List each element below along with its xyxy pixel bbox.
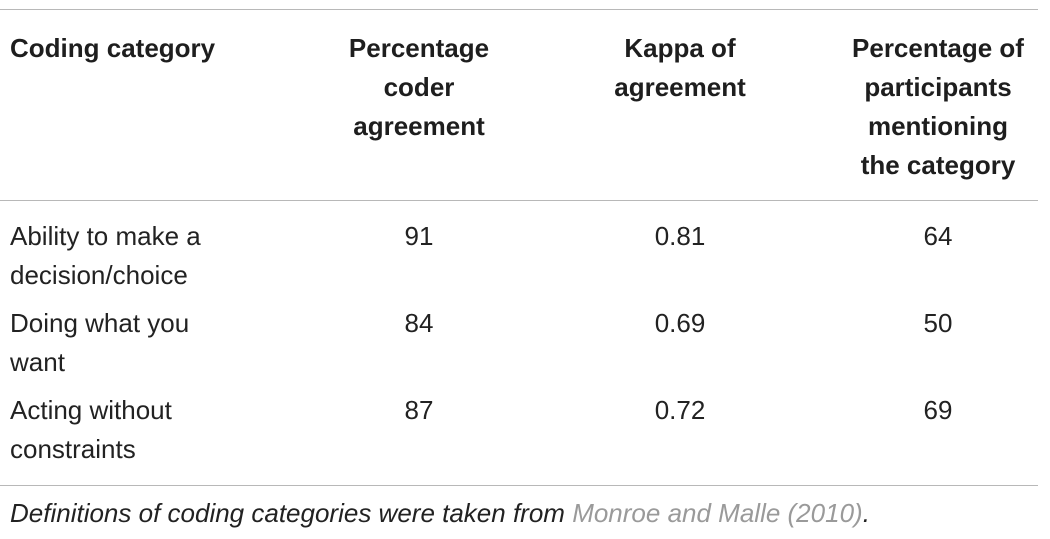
category-line: want <box>10 347 65 377</box>
table-top-rule <box>0 9 1038 10</box>
category-line: constraints <box>10 434 136 464</box>
table-bottom-rule <box>0 485 1038 486</box>
table-cell-coder-agreement: 87 <box>404 395 434 425</box>
header-line: coder <box>383 72 455 102</box>
category-line: Ability to make a <box>10 221 201 251</box>
footnote-citation-link[interactable]: Monroe and Malle (2010) <box>572 498 863 528</box>
table-cell-participants: 50 <box>923 308 953 338</box>
table-cell-participants: 64 <box>923 221 953 251</box>
header-percentage-coder-agreement: Percentage coder agreement <box>319 29 519 146</box>
header-line: mentioning <box>867 111 1009 141</box>
header-coding-category: Coding category <box>10 29 215 68</box>
table-cell-kappa: 0.81 <box>654 221 706 251</box>
table-row-category: Ability to make a decision/choice <box>10 217 201 295</box>
table-row-category: Acting without constraints <box>10 391 172 469</box>
category-line: Doing what you <box>10 308 190 338</box>
header-percentage-of-participants: Percentage of participants mentioning th… <box>818 29 1050 185</box>
table-cell-coder-agreement: 91 <box>404 221 434 251</box>
table-cell-coder-agreement: 84 <box>404 308 434 338</box>
table-header-rule <box>0 200 1038 201</box>
table-row-category: Doing what you want <box>10 304 189 382</box>
table-footnote: Definitions of coding categories were ta… <box>10 494 870 533</box>
footnote-period: . <box>862 498 870 528</box>
header-line: Percentage <box>348 33 490 63</box>
category-line: decision/choice <box>10 260 188 290</box>
header-kappa-of-agreement: Kappa of agreement <box>580 29 780 107</box>
header-line: agreement <box>614 72 746 102</box>
table-cell-participants: 69 <box>923 395 953 425</box>
table-cell-kappa: 0.69 <box>654 308 706 338</box>
footnote-text: Definitions of coding categories were ta… <box>10 498 573 528</box>
header-line: the category <box>860 150 1016 180</box>
header-line: Coding category <box>10 33 216 63</box>
category-line: Acting without <box>10 395 172 425</box>
header-line: Kappa of <box>624 33 736 63</box>
table-cell-kappa: 0.72 <box>654 395 706 425</box>
header-line: Percentage of <box>852 33 1024 63</box>
header-line: participants <box>864 72 1012 102</box>
header-line: agreement <box>353 111 485 141</box>
